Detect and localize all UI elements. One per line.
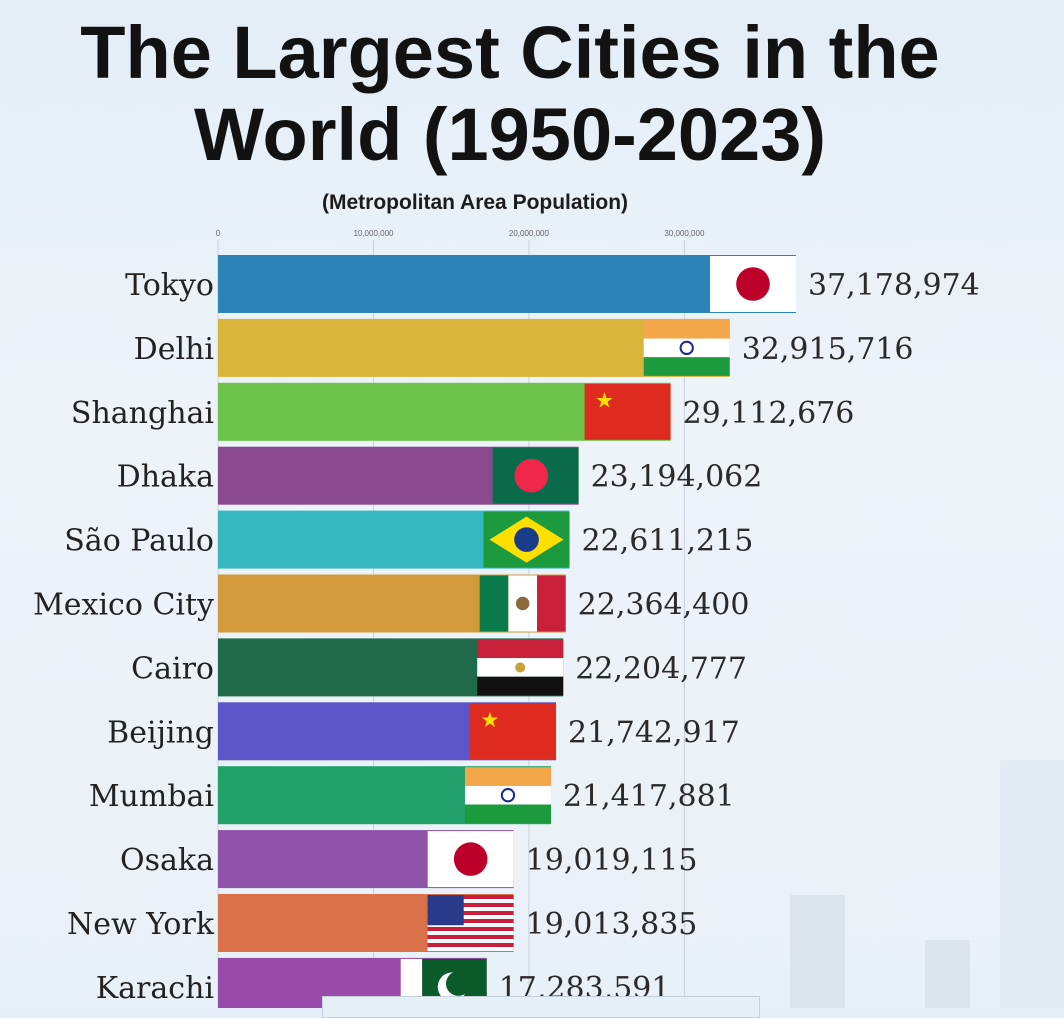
- chart-title: The Largest Cities in the World (1950-20…: [80, 11, 940, 176]
- svg-text:★: ★: [595, 388, 614, 413]
- city-label: Shanghai: [71, 396, 214, 431]
- city-label: Mumbai: [89, 779, 214, 814]
- china-flag-icon: ★: [470, 703, 557, 760]
- value-label: 19,013,835: [526, 907, 698, 942]
- value-label: 37,178,974: [808, 268, 980, 303]
- bar-row: Tokyo 37,178,974: [125, 255, 980, 313]
- bar-row: ★ Beijing 21,742,917: [107, 702, 740, 761]
- background-building: [790, 895, 845, 1008]
- city-label: Tokyo: [125, 268, 214, 303]
- city-label: Dhaka: [117, 460, 214, 495]
- value-label: 23,194,062: [591, 460, 763, 495]
- egypt-flag-icon: [477, 639, 564, 696]
- svg-text:★: ★: [480, 708, 499, 733]
- value-label: 21,417,881: [563, 779, 735, 814]
- bar-row: Mexico City 22,364,400: [33, 574, 750, 633]
- bangladesh-flag-icon: [492, 447, 579, 504]
- city-label: Delhi: [134, 332, 214, 367]
- japan-flag-icon: [427, 831, 514, 888]
- x-tick-label: 20,000,000: [509, 229, 550, 238]
- mexico-flag-icon: [479, 575, 566, 632]
- usa-flag-icon: [427, 895, 514, 951]
- value-label: 32,915,716: [742, 332, 914, 367]
- city-label: São Paulo: [64, 524, 214, 559]
- value-label: 22,364,400: [578, 588, 750, 623]
- city-label: New York: [67, 907, 215, 942]
- city-label: Karachi: [96, 971, 214, 1006]
- value-label: 22,204,777: [575, 651, 747, 686]
- value-label: 29,112,676: [683, 396, 855, 431]
- city-label: Osaka: [120, 843, 214, 878]
- city-label: Cairo: [131, 651, 214, 686]
- background-building: [925, 940, 970, 1008]
- value-label: 22,611,215: [582, 524, 754, 559]
- japan-flag-icon: [710, 256, 796, 312]
- china-flag-icon: ★: [584, 383, 671, 440]
- timeline-progress: [322, 996, 760, 1018]
- bar-row: Dhaka 23,194,062: [117, 446, 763, 505]
- bar-row: Delhi 32,915,716: [134, 318, 914, 377]
- x-tick-label: 10,000,000: [353, 229, 394, 238]
- city-label: Beijing: [107, 715, 214, 750]
- india-flag-icon: [464, 767, 551, 824]
- chart-subtitle: (Metropolitan Area Population): [322, 191, 629, 214]
- background-building: [1000, 760, 1064, 1008]
- bars: Tokyo 37,178,974 Delhi 32,915,716 ★ Shanghai 2…: [33, 255, 980, 1008]
- bar-row: New York 19,013,835: [67, 894, 697, 952]
- x-tick-label: 30,000,000: [664, 229, 705, 238]
- x-tick-label: 0: [216, 229, 221, 238]
- value-label: 19,019,115: [526, 843, 698, 878]
- value-label: 21,742,917: [568, 715, 740, 750]
- bar-row: ★ Shanghai 29,112,676: [71, 382, 855, 441]
- bar: [218, 255, 796, 313]
- india-flag-icon: [643, 319, 730, 376]
- brazil-flag-icon: [483, 511, 570, 568]
- bar-row: Cairo 22,204,777: [131, 638, 747, 697]
- bar-row: Mumbai 21,417,881: [89, 766, 735, 825]
- city-label: Mexico City: [33, 588, 214, 623]
- bar-row: São Paulo 22,611,215: [64, 510, 754, 569]
- bar-row: Osaka 19,019,115: [120, 830, 698, 889]
